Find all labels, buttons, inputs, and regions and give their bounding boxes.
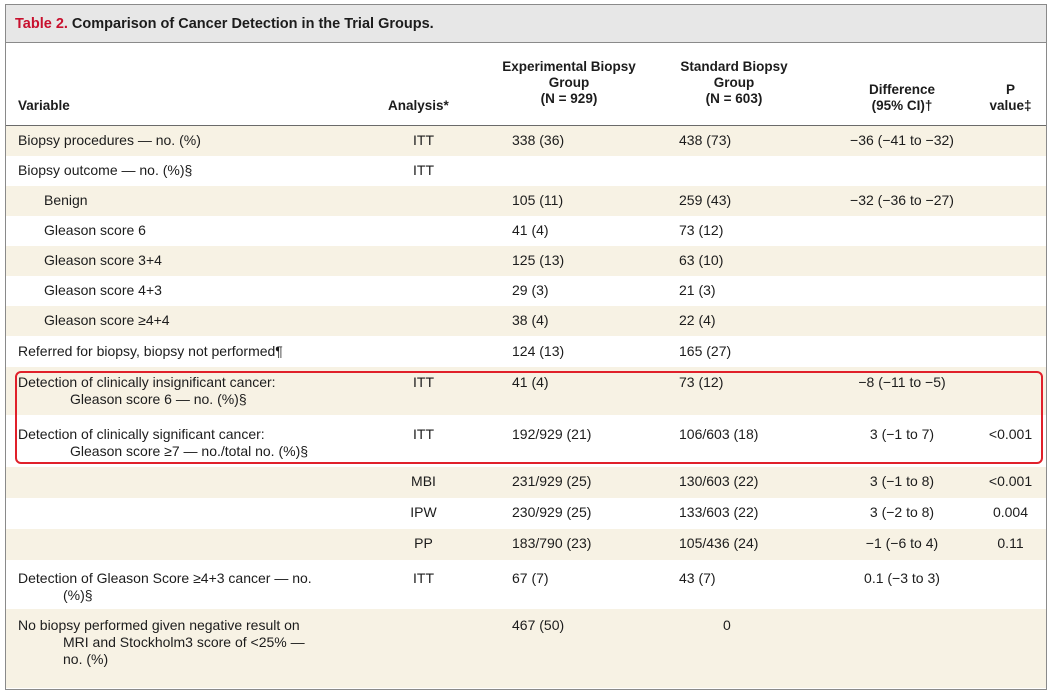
table-number: Table 2. [15, 15, 68, 32]
table-row: IPW 230/929 (25) 133/603 (22) 3 (−2 to 8… [410, 504, 1029, 520]
table-row: Detection of clinically significant canc… [18, 426, 1033, 459]
header-pvalue: P value‡ [989, 82, 1032, 113]
table-frame: Table 2. Comparison of Cancer Detection … [5, 4, 1047, 690]
table-caption: Comparison of Cancer Detection in the Tr… [71, 15, 434, 32]
table-row: Detection of Gleason Score ≥4+3 cancer —… [18, 570, 940, 603]
table-row: Biopsy outcome — no. (%)§ ITT [18, 162, 434, 178]
header-variable: Variable [18, 98, 70, 113]
table-row: Biopsy procedures — no. (%) ITT 338 (36)… [6, 126, 1046, 156]
header-analysis: Analysis* [388, 98, 449, 113]
table-row: PP 183/790 (23) 105/436 (24) −1 (−6 to 4… [6, 529, 1046, 560]
table-row: Gleason score 6 41 (4) 73 (12) [44, 222, 724, 238]
table-row: Gleason score 4+3 29 (3) 21 (3) [44, 282, 716, 298]
table-row: Referred for biopsy, biopsy not performe… [18, 343, 732, 359]
header-experimental: Experimental Biopsy Group (N = 929) [502, 59, 636, 106]
table-header: Variable Analysis* Experimental Biopsy G… [6, 43, 1046, 126]
table-title: Table 2. Comparison of Cancer Detection … [6, 5, 1046, 43]
table-row: MBI 231/929 (25) 130/603 (22) 3 (−1 to 8… [6, 467, 1046, 498]
header-difference: Difference (95% CI)† [868, 82, 936, 113]
table-row: Detection of clinically insignificant ca… [6, 367, 1046, 415]
table-row: Gleason score 3+4 125 (13) 63 (10) [6, 246, 1046, 276]
table-row: Gleason score ≥4+4 38 (4) 22 (4) [6, 306, 1046, 336]
header-standard: Standard Biopsy Group (N = 603) [680, 59, 788, 106]
table-row: No biopsy performed given negative resul… [6, 609, 1046, 688]
table-row: Benign 105 (11) 259 (43) −32 (−36 to −27… [6, 186, 1046, 216]
